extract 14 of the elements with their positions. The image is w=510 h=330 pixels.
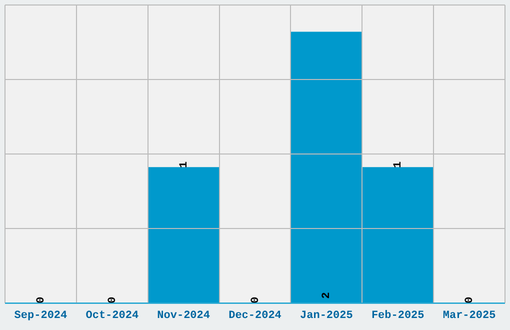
data-label: 0 [35,296,48,304]
x-tick-label: Dec-2024 [228,310,282,322]
data-label: 1 [178,161,190,168]
x-tick-label: Feb-2025 [371,310,425,322]
x-tick-label: Nov-2024 [157,310,210,322]
data-label: 0 [106,296,119,304]
x-tick-label: Jan-2025 [300,310,354,322]
data-label: 2 [321,292,334,299]
data-label: 0 [250,296,262,304]
x-tick-label: Oct-2024 [86,310,139,322]
data-label: 1 [392,161,405,168]
x-tick-label: Mar-2025 [442,310,496,322]
data-label: 0 [464,296,476,304]
x-tick-label: Sep-2024 [14,310,68,322]
